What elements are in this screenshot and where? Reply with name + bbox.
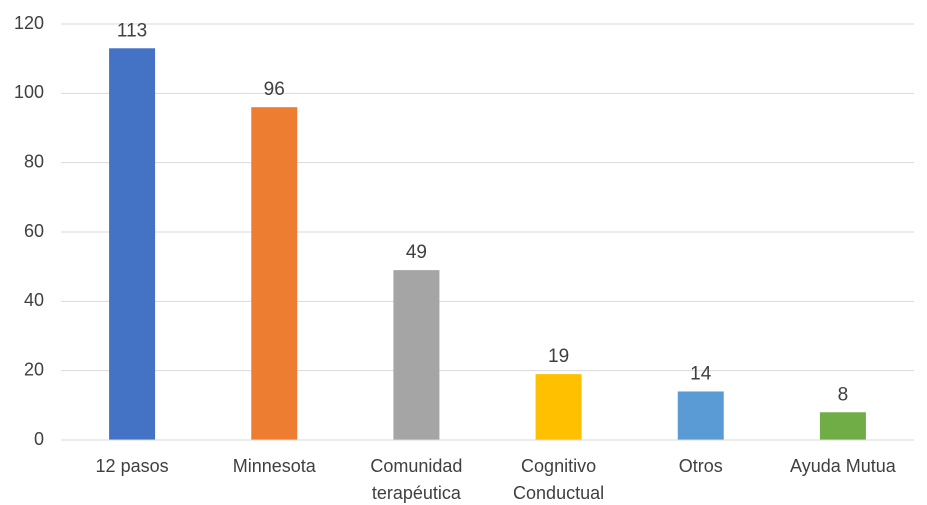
bar <box>393 270 440 440</box>
y-tick-label: 80 <box>24 151 44 171</box>
y-tick-label: 0 <box>34 429 44 449</box>
x-tick-label: Comunidad terapéutica <box>370 456 462 503</box>
value-label: 49 <box>406 242 427 263</box>
x-tick-label: Cognitivo Conductual <box>513 456 604 503</box>
value-label: 113 <box>117 20 147 41</box>
x-tick-label: Otros <box>679 456 723 476</box>
bar <box>251 107 298 440</box>
value-label: 96 <box>264 79 285 100</box>
bar <box>535 374 582 440</box>
y-tick-label: 120 <box>14 13 44 33</box>
bar <box>819 412 866 440</box>
value-label: 14 <box>690 363 712 384</box>
y-tick-label: 40 <box>24 290 44 310</box>
bar <box>109 48 156 441</box>
y-tick-label: 20 <box>24 359 44 379</box>
x-tick-label: Ayuda Mutua <box>790 456 897 476</box>
x-tick-label: 12 pasos <box>96 456 169 476</box>
x-tick-label: Minnesota <box>233 456 317 476</box>
y-tick-label: 100 <box>14 82 44 102</box>
value-label: 8 <box>838 384 849 405</box>
value-label: 19 <box>548 346 569 367</box>
y-tick-label: 60 <box>24 221 44 241</box>
bar <box>677 391 724 440</box>
